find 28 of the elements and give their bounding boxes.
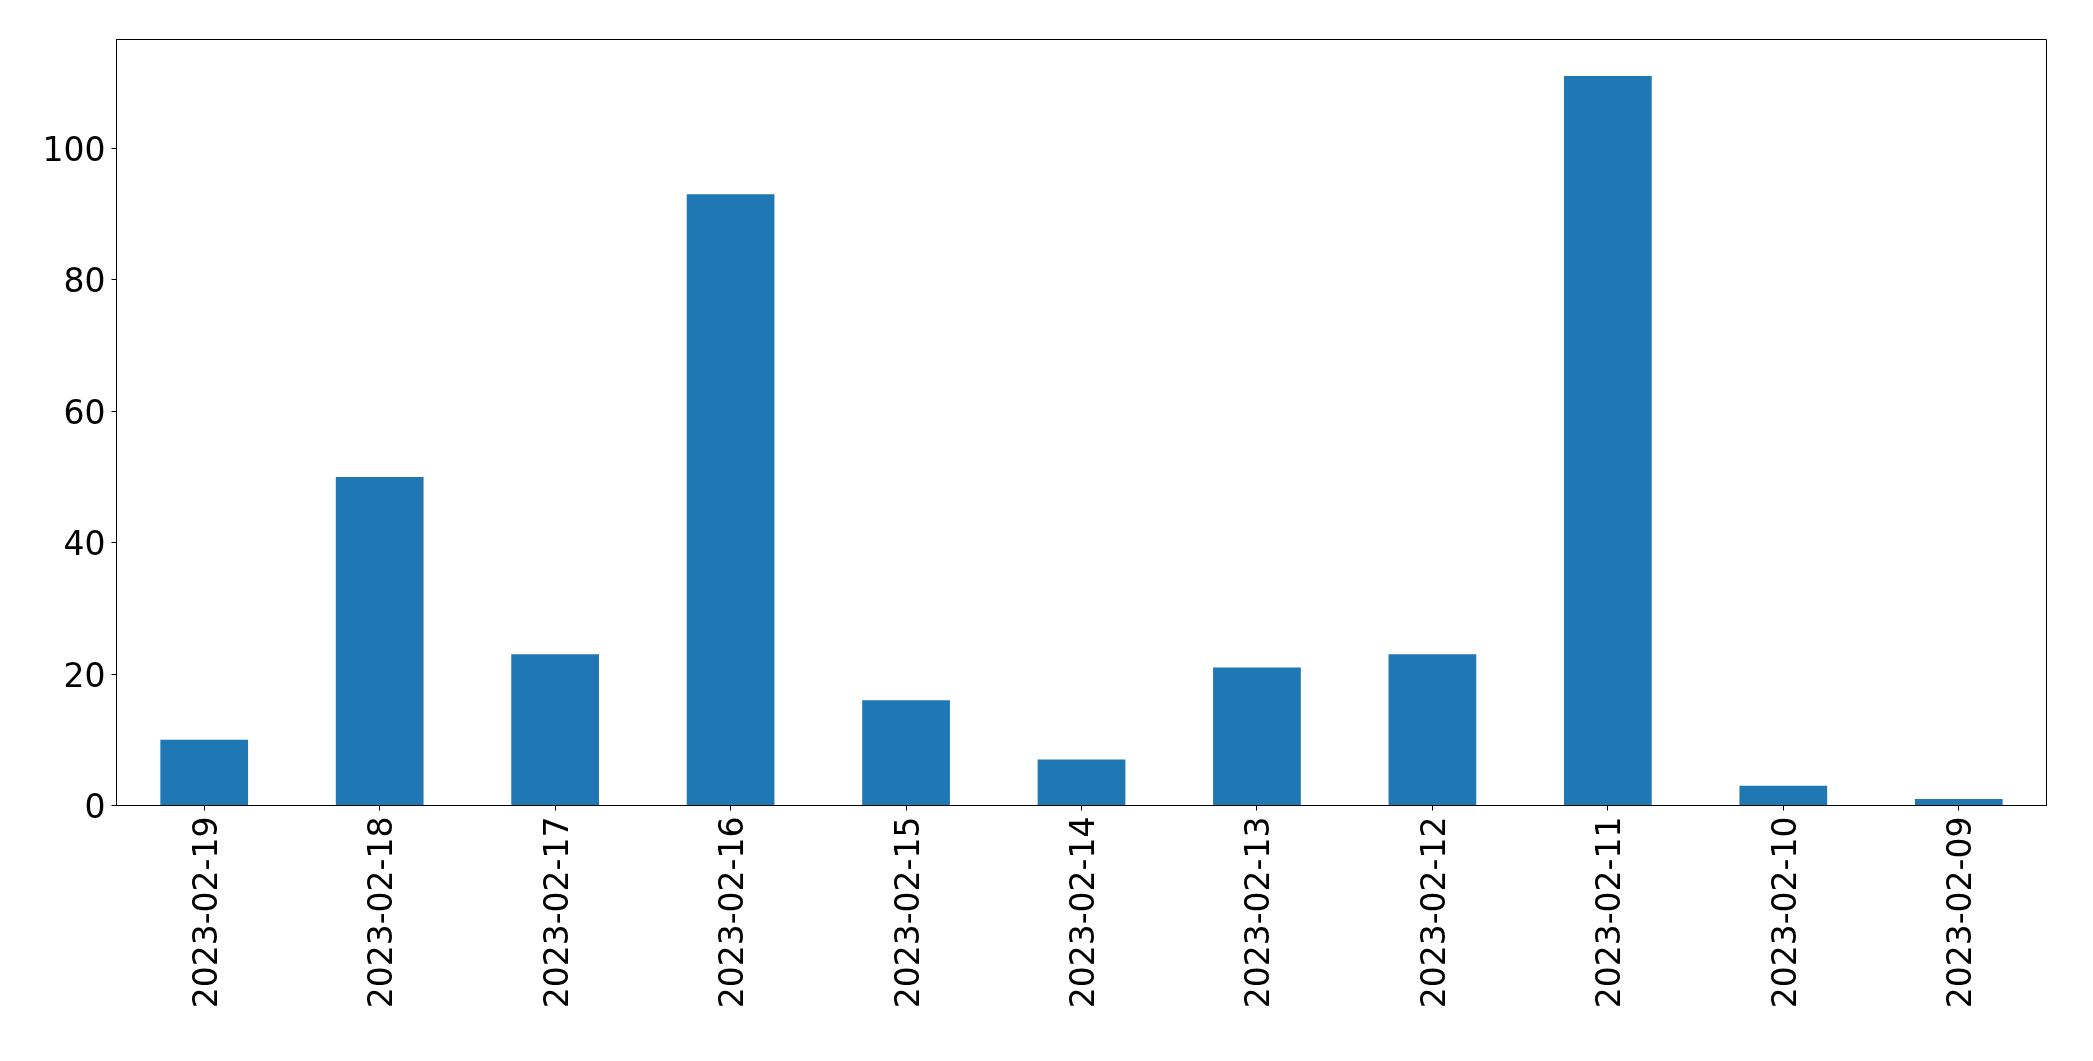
bar xyxy=(1564,75,1652,806)
x-tick-label: 2023-02-16 xyxy=(712,816,752,1009)
y-tick-label: 40 xyxy=(63,524,106,564)
y-tick-label: 100 xyxy=(42,129,106,169)
x-tick-label: 2023-02-15 xyxy=(887,816,927,1009)
y-tick-label: 60 xyxy=(63,392,106,432)
y-tick-label: 20 xyxy=(63,655,106,695)
bar xyxy=(1739,785,1828,806)
bar xyxy=(862,700,950,806)
bar xyxy=(335,476,424,806)
x-tick-label: 2023-02-14 xyxy=(1063,816,1102,1009)
x-tick-label: 2023-02-19 xyxy=(185,816,225,1009)
bar xyxy=(1388,654,1477,806)
y-tick-label: 80 xyxy=(63,261,106,301)
bar xyxy=(686,194,775,806)
x-tick-label: 2023-02-18 xyxy=(361,816,401,1009)
x-tick-label: 2023-02-13 xyxy=(1238,816,1278,1009)
bar xyxy=(1037,759,1126,806)
x-tick-label: 2023-02-17 xyxy=(536,816,576,1009)
x-tick-label: 2023-02-11 xyxy=(1589,816,1629,1009)
bar xyxy=(1914,798,2003,806)
bar xyxy=(511,654,599,806)
x-tick-label: 2023-02-09 xyxy=(1940,816,1980,1009)
y-tick-label: 0 xyxy=(84,787,106,826)
x-tick-label: 2023-02-12 xyxy=(1413,816,1453,1009)
bar xyxy=(1213,667,1301,806)
bar xyxy=(160,739,249,806)
x-tick-label: 2023-02-10 xyxy=(1764,816,1804,1009)
